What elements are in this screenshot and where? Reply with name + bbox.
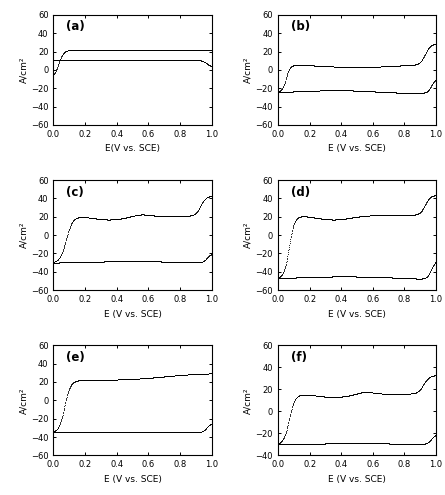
Y-axis label: A/cm²: A/cm² [244,56,253,83]
X-axis label: E (V vs. SCE): E (V vs. SCE) [328,475,386,484]
X-axis label: E (V vs. SCE): E (V vs. SCE) [104,475,162,484]
Y-axis label: A/cm²: A/cm² [244,387,253,414]
X-axis label: E (V vs. SCE): E (V vs. SCE) [328,145,386,153]
Text: (a): (a) [66,20,85,33]
Text: (c): (c) [66,186,84,198]
Y-axis label: A/cm²: A/cm² [19,56,28,83]
Y-axis label: A/cm²: A/cm² [19,387,28,414]
Text: (b): (b) [291,20,310,33]
Text: (e): (e) [66,351,85,364]
Text: (f): (f) [291,351,307,364]
X-axis label: E(V vs. SCE): E(V vs. SCE) [105,145,160,153]
Y-axis label: A/cm²: A/cm² [19,222,28,248]
X-axis label: E (V vs. SCE): E (V vs. SCE) [328,309,386,319]
Y-axis label: A/cm²: A/cm² [244,222,253,248]
X-axis label: E (V vs. SCE): E (V vs. SCE) [104,309,162,319]
Text: (d): (d) [291,186,310,198]
